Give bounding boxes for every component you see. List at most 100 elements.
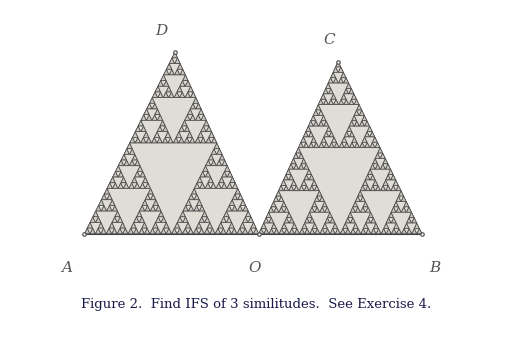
Polygon shape [153, 206, 159, 211]
Polygon shape [411, 218, 417, 223]
Polygon shape [323, 94, 333, 105]
Polygon shape [154, 132, 160, 137]
Polygon shape [173, 137, 179, 143]
Polygon shape [299, 153, 304, 159]
Polygon shape [187, 132, 192, 137]
Polygon shape [356, 228, 361, 234]
Polygon shape [186, 200, 191, 206]
Polygon shape [251, 228, 256, 234]
Polygon shape [315, 228, 320, 234]
Polygon shape [259, 228, 264, 234]
Polygon shape [276, 191, 281, 196]
Polygon shape [301, 142, 306, 148]
Polygon shape [107, 194, 112, 200]
Polygon shape [279, 191, 320, 234]
Polygon shape [121, 177, 126, 183]
Polygon shape [417, 228, 422, 234]
Polygon shape [215, 228, 221, 234]
Polygon shape [299, 148, 380, 234]
Polygon shape [226, 211, 248, 234]
Polygon shape [183, 228, 188, 234]
Polygon shape [349, 131, 354, 137]
Polygon shape [386, 218, 391, 223]
Polygon shape [109, 228, 114, 234]
Polygon shape [276, 196, 281, 201]
Polygon shape [289, 175, 294, 180]
Polygon shape [129, 160, 135, 166]
Polygon shape [190, 103, 195, 109]
Polygon shape [360, 142, 365, 148]
Polygon shape [148, 194, 153, 200]
Polygon shape [321, 99, 326, 105]
Polygon shape [332, 228, 338, 234]
Polygon shape [401, 196, 406, 201]
Polygon shape [164, 222, 169, 228]
Polygon shape [331, 142, 337, 148]
Polygon shape [158, 86, 169, 98]
Polygon shape [166, 92, 171, 98]
Polygon shape [287, 218, 292, 223]
Polygon shape [361, 207, 366, 212]
Polygon shape [264, 218, 269, 223]
Polygon shape [264, 228, 269, 234]
Polygon shape [282, 223, 287, 228]
Polygon shape [231, 228, 237, 234]
Polygon shape [365, 131, 370, 137]
Polygon shape [310, 228, 315, 234]
Polygon shape [227, 171, 232, 177]
Polygon shape [366, 207, 371, 212]
Polygon shape [189, 200, 200, 211]
Polygon shape [312, 201, 317, 207]
Polygon shape [291, 185, 297, 191]
Polygon shape [380, 153, 385, 159]
Polygon shape [383, 185, 388, 191]
Polygon shape [360, 196, 365, 201]
Polygon shape [399, 191, 404, 196]
Polygon shape [305, 218, 309, 223]
Polygon shape [336, 67, 341, 72]
Polygon shape [287, 212, 292, 218]
Polygon shape [142, 228, 147, 234]
Text: A: A [61, 261, 72, 274]
Polygon shape [182, 126, 187, 132]
Polygon shape [271, 201, 276, 207]
Polygon shape [313, 115, 324, 126]
Polygon shape [214, 143, 220, 149]
Polygon shape [166, 86, 171, 92]
Polygon shape [224, 211, 229, 217]
Polygon shape [373, 180, 378, 185]
Polygon shape [329, 142, 334, 148]
Polygon shape [376, 228, 381, 234]
Polygon shape [219, 160, 225, 166]
Polygon shape [107, 206, 112, 211]
Polygon shape [219, 154, 225, 160]
Polygon shape [316, 110, 321, 115]
Polygon shape [143, 132, 149, 137]
Polygon shape [319, 142, 324, 148]
Text: Figure 2.  Find IFS of 3 similitudes.  See Exercise 4.: Figure 2. Find IFS of 3 similitudes. See… [82, 298, 431, 311]
Polygon shape [161, 75, 166, 80]
Polygon shape [404, 223, 409, 228]
Polygon shape [226, 228, 231, 234]
Polygon shape [135, 160, 140, 166]
Polygon shape [273, 201, 284, 212]
Polygon shape [350, 207, 356, 212]
Polygon shape [391, 212, 411, 234]
Polygon shape [311, 185, 317, 191]
Polygon shape [266, 212, 271, 218]
Polygon shape [208, 183, 213, 188]
Polygon shape [117, 217, 123, 222]
Polygon shape [406, 218, 411, 223]
Polygon shape [144, 228, 150, 234]
Polygon shape [185, 115, 190, 120]
Polygon shape [279, 185, 284, 191]
Polygon shape [362, 121, 367, 126]
Polygon shape [85, 52, 259, 234]
Text: B: B [429, 261, 441, 274]
Polygon shape [317, 196, 322, 201]
Polygon shape [121, 160, 127, 166]
Polygon shape [309, 142, 314, 148]
Polygon shape [119, 166, 140, 188]
Polygon shape [110, 177, 115, 183]
Polygon shape [324, 131, 329, 137]
